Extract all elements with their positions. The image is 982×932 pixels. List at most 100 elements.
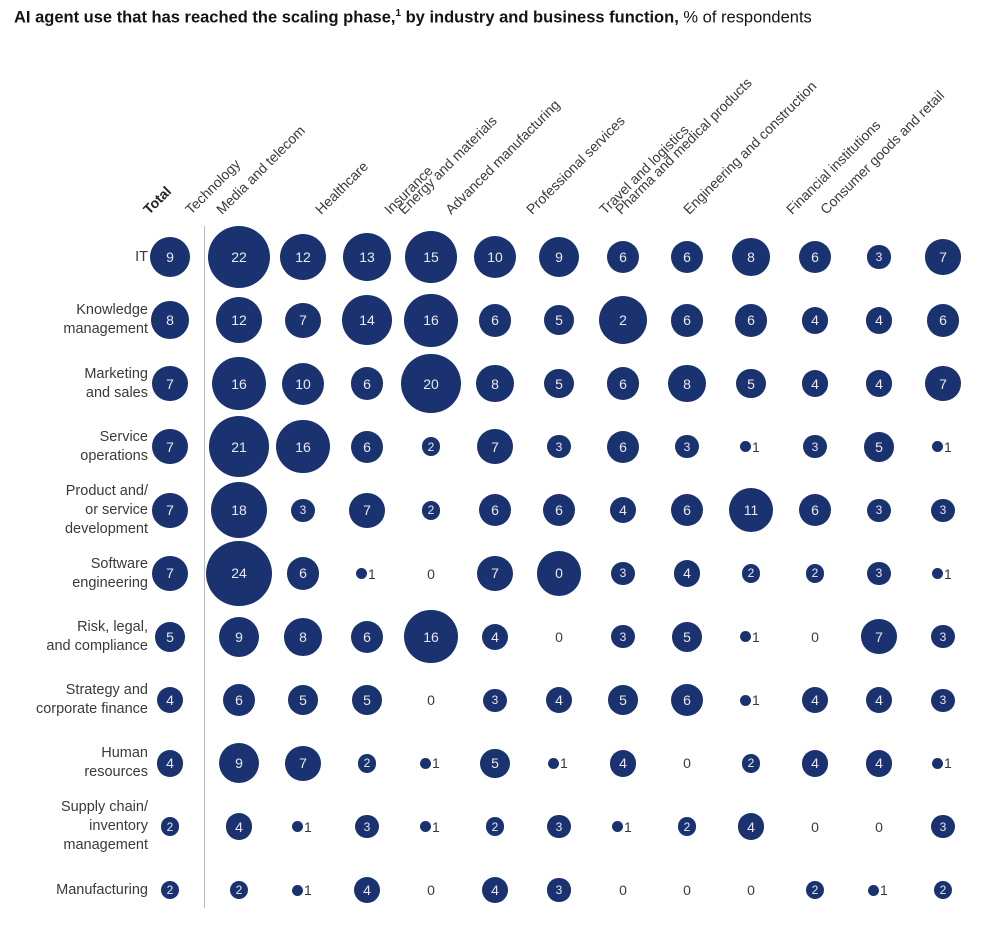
bubble-value: 4: [166, 692, 174, 709]
bubble: 6: [798, 240, 832, 274]
bubble-value: 9: [166, 248, 174, 265]
bubble: 5: [544, 368, 574, 399]
bubble-value: 9: [235, 755, 243, 772]
bubble-value: 5: [747, 375, 755, 392]
bubble-value: 1: [752, 692, 760, 709]
bubble-value: 1: [560, 755, 568, 772]
bubble-value: 3: [875, 249, 883, 264]
bubble: 3: [355, 815, 379, 839]
bubble: 3: [931, 498, 955, 522]
bubble: 8: [151, 301, 189, 340]
bubble-value: 6: [491, 502, 499, 519]
bubble: [291, 884, 303, 896]
bubble-value: 4: [811, 755, 819, 772]
bubble-value: 3: [811, 439, 819, 454]
bubble-value: 7: [166, 565, 174, 582]
bubble: 7: [152, 492, 188, 528]
bubble-value: 3: [939, 693, 947, 708]
row-label-line: Software: [90, 555, 148, 572]
row-label-line: engineering: [72, 574, 148, 591]
bubble: 5: [544, 305, 574, 336]
bubble-value: 5: [619, 692, 627, 709]
row-label-line: or service: [85, 501, 148, 518]
row-label-line: management: [63, 321, 148, 338]
bubble: 2: [160, 817, 180, 837]
bubble-value: 3: [555, 439, 563, 454]
bubble-value: 3: [939, 503, 947, 518]
bubble-value: 4: [811, 312, 819, 329]
bubble-value: 6: [363, 438, 371, 455]
bubble: 9: [150, 237, 190, 277]
bubble: 4: [673, 560, 701, 587]
bubble: 3: [867, 245, 891, 269]
bubble-value: 2: [166, 882, 174, 897]
bubble: 3: [931, 625, 955, 649]
bubble: 9: [219, 616, 259, 657]
row-label-manufacturing: Manufacturing: [0, 881, 148, 900]
bubble-value: 8: [299, 628, 307, 645]
bubble: 6: [606, 430, 640, 464]
bubble: 2: [599, 296, 647, 345]
bubble-value: 2: [427, 503, 435, 518]
bubble: 18: [210, 481, 268, 539]
bubble-value: 16: [231, 375, 247, 392]
zero-value-label: 0: [683, 882, 691, 898]
bubble-value: 18: [231, 502, 247, 519]
row-label-human-resources: Human resources: [0, 744, 148, 782]
bubble: 4: [225, 813, 253, 840]
title-bold-text: AI agent use that has reached the scalin…: [14, 8, 396, 27]
row-label-line: and compliance: [46, 637, 148, 654]
bubble-value: 0: [555, 565, 563, 582]
bubble: 6: [670, 240, 704, 274]
bubble: 2: [933, 880, 953, 900]
bubble: 4: [545, 686, 573, 714]
bubble-value: 3: [555, 882, 563, 897]
bubble: [547, 757, 559, 769]
bubble: 10: [473, 235, 517, 279]
bubble: 2: [421, 437, 441, 457]
bubble-value: 1: [304, 818, 312, 835]
bubble: 5: [352, 685, 382, 715]
bubble-value: 5: [683, 628, 691, 645]
bubble-value: 2: [747, 566, 755, 581]
zero-value-label: 0: [747, 882, 755, 898]
bubble-value: 4: [619, 502, 627, 519]
bubble: 3: [867, 498, 891, 522]
zero-value-label: 0: [683, 755, 691, 772]
bubble: [611, 821, 623, 833]
row-label-line: and sales: [85, 384, 148, 401]
row-label-risk-legal-and-compliance: Risk, legal, and compliance: [0, 618, 148, 656]
bubble-value: 6: [619, 375, 627, 392]
bubble: [739, 694, 751, 706]
row-label-product-and-or-service-development: Product and/or service development: [0, 482, 148, 539]
bubble: 3: [291, 498, 315, 522]
bubble: 4: [865, 370, 893, 397]
bubble: 5: [864, 432, 894, 462]
bubble: 3: [547, 878, 571, 902]
bubble: 3: [611, 625, 635, 649]
bubble: [739, 631, 751, 643]
row-label-line: Supply chain/: [60, 799, 148, 816]
bubble: 3: [675, 435, 699, 459]
bubble: 6: [542, 493, 576, 527]
row-label-line: Strategy and: [65, 682, 148, 699]
bubble: 5: [155, 621, 185, 652]
bubble: 4: [865, 307, 893, 334]
bubble-value: 1: [624, 818, 632, 835]
bubble-value: 6: [555, 502, 563, 519]
bubble: 6: [670, 683, 704, 717]
bubble: 6: [350, 430, 384, 464]
bubble-value: 7: [491, 565, 499, 582]
bubble-value: 4: [363, 881, 371, 898]
bubble: 6: [926, 304, 960, 337]
bubble: 2: [229, 880, 249, 900]
bubble-value: 3: [491, 693, 499, 708]
zero-value-label: 0: [427, 565, 435, 582]
bubble: [931, 441, 943, 453]
bubble: 13: [343, 233, 391, 281]
row-label-marketing-and-sales: Marketing and sales: [0, 365, 148, 403]
bubble: 4: [481, 876, 509, 904]
bubble: 3: [611, 561, 635, 585]
bubble: 11: [728, 488, 774, 533]
bubble-value: 2: [619, 312, 627, 329]
